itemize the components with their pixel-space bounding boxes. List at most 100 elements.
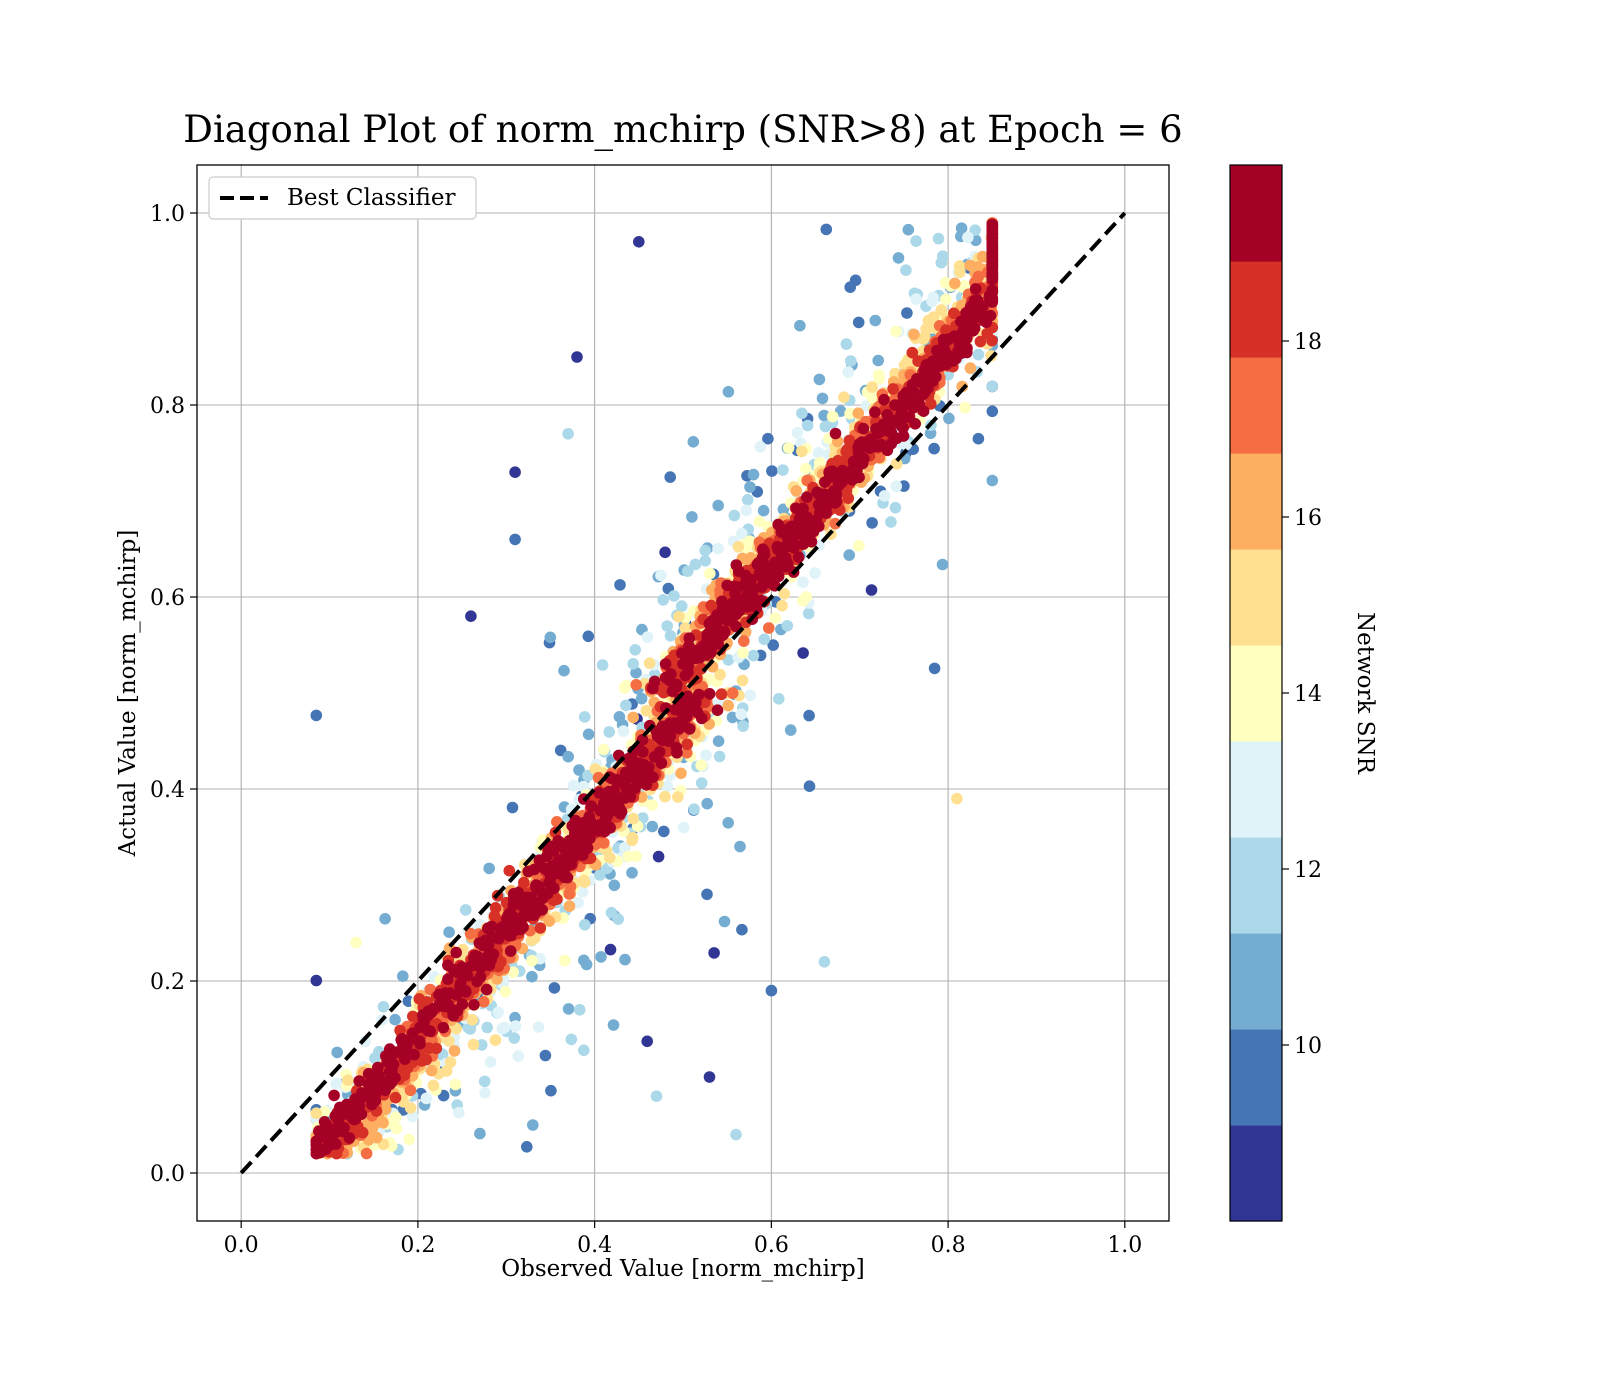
scatter-point — [579, 919, 591, 931]
scatter-point — [449, 1078, 462, 1091]
scatter-point — [582, 728, 595, 741]
scatter-point — [310, 1107, 323, 1119]
scatter-point — [852, 407, 865, 420]
scatter-point — [650, 725, 663, 738]
y-tick-label: 0.6 — [150, 586, 185, 611]
scatter-point — [797, 576, 809, 588]
colorbar-tick-label: 14 — [1294, 682, 1322, 707]
scatter-point — [578, 1044, 590, 1057]
scatter-point — [423, 1042, 435, 1054]
colorbar-label: Network SNR — [1352, 612, 1378, 775]
scatter-point — [927, 311, 940, 323]
scatter-point — [928, 442, 940, 455]
scatter-point — [778, 560, 791, 573]
scatter-point — [937, 333, 950, 346]
legend: Best Classifier — [208, 176, 477, 220]
scatter-point — [480, 983, 493, 996]
scatter-point — [747, 468, 760, 481]
scatter-point — [900, 386, 913, 399]
scatter-point — [477, 996, 490, 1008]
colorbar-segment — [1230, 933, 1282, 1030]
scatter-point — [842, 366, 854, 378]
scatter-point — [491, 973, 503, 985]
scatter-point — [701, 797, 713, 810]
scatter-point — [565, 1033, 578, 1046]
x-tick-label: 1.0 — [1107, 1233, 1142, 1258]
scatter-point — [474, 1127, 486, 1140]
scatter-point — [986, 219, 999, 232]
scatter-point — [843, 549, 855, 561]
scatter-point — [571, 351, 583, 363]
scatter-point — [969, 224, 981, 236]
scatter-point — [567, 779, 580, 792]
scatter-point — [443, 926, 455, 938]
scatter-point — [604, 851, 616, 864]
scatter-point — [794, 319, 806, 332]
scatter-point — [898, 399, 910, 412]
scatter-point — [677, 821, 690, 834]
scatter-point — [872, 354, 884, 367]
scatter-point — [418, 1015, 431, 1028]
scatter-point — [853, 540, 865, 552]
scatter-point — [737, 720, 749, 732]
scatter-point — [753, 515, 766, 528]
scatter-point — [669, 703, 682, 716]
scatter-point — [605, 906, 618, 919]
scatter-point — [775, 526, 788, 538]
scatter-point — [909, 418, 921, 430]
scatter-point — [578, 711, 591, 723]
scatter-point — [582, 630, 595, 643]
scatter-point — [619, 841, 631, 854]
scatter-point — [629, 644, 641, 656]
scatter-point — [972, 261, 984, 273]
scatter-point — [701, 631, 713, 644]
scatter-point — [661, 620, 673, 632]
scatter-point — [819, 420, 832, 433]
scatter-point — [579, 876, 591, 888]
y-axis-label: Actual Value [norm_mchirp] — [115, 530, 141, 858]
colorbar-segment — [1230, 357, 1282, 454]
scatter-point — [664, 471, 676, 483]
scatter-point — [754, 441, 767, 453]
scatter-point — [713, 750, 726, 763]
scatter-point — [703, 617, 716, 630]
colorbar-segment — [1230, 741, 1282, 838]
scatter-point — [935, 304, 948, 316]
chart-title: Diagonal Plot of norm_mchirp (SNR>8) at … — [183, 108, 1182, 152]
scatter-point — [695, 777, 708, 789]
scatter-point — [620, 780, 632, 793]
scatter-point — [682, 659, 694, 672]
scatter-point — [437, 1021, 450, 1034]
scatter-point — [670, 741, 683, 754]
scatter-point — [986, 284, 999, 297]
scatter-point — [769, 612, 782, 624]
scatter-point — [576, 885, 589, 898]
scatter-point — [772, 570, 785, 583]
scatter-point — [509, 1020, 522, 1032]
scatter-point — [712, 499, 724, 512]
scatter-point — [548, 982, 561, 994]
scatter-point — [984, 309, 997, 322]
scatter-point — [986, 334, 998, 347]
scatter-point — [747, 583, 760, 596]
scatter-point — [471, 975, 483, 988]
x-tick-label: 0.4 — [577, 1233, 612, 1258]
scatter-point — [624, 791, 637, 803]
scatter-point — [629, 782, 641, 794]
scatter-point — [900, 438, 912, 451]
scatter-point — [465, 610, 477, 622]
scatter-point — [675, 767, 687, 780]
scatter-point — [562, 1003, 575, 1015]
scatter-point — [613, 711, 626, 723]
scatter-point — [726, 687, 739, 699]
plot-frame — [196, 164, 1170, 1222]
scatter-point — [986, 292, 999, 305]
scatter-point — [450, 1022, 463, 1035]
scatter-point — [976, 250, 989, 263]
scatter-point — [797, 647, 809, 659]
scatter-point — [397, 970, 409, 982]
scatter-point — [708, 947, 720, 959]
scatter-point — [726, 711, 739, 724]
scatter-point — [389, 1091, 402, 1104]
scatter-point — [728, 509, 741, 522]
